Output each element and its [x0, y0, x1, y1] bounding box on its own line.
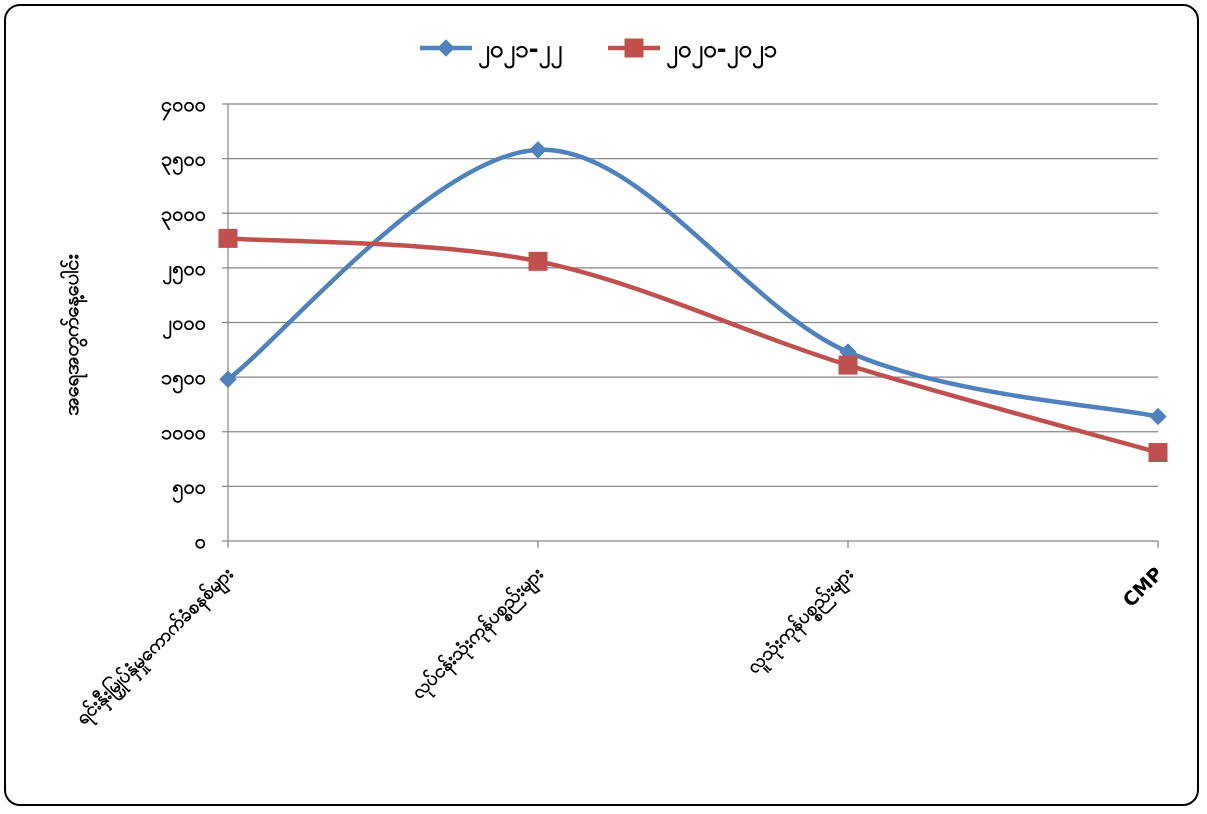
y-tick-label-7: ၃၅၀၀ — [161, 147, 206, 176]
series-layer — [218, 141, 1168, 463]
x-tick-label-0: ရင်းနှီးမြှုပ်နှံမှုကောက်ခံစနစ်များ — [69, 561, 241, 733]
legend: ၂၀၂၁-၂၂ ၂၀၂၀-၂၀၂၁ — [420, 35, 777, 69]
y-tick-label-8: ၄၀၀၀ — [161, 92, 206, 121]
chart-frame — [4, 4, 1199, 806]
series-0-point-3 — [1149, 407, 1167, 426]
y-tick-label-4: ၂၀၀၀ — [162, 311, 206, 340]
y-tick-label-5: ၂၅၀၀ — [162, 256, 206, 285]
series-1-point-2 — [838, 355, 858, 375]
series-1 — [218, 228, 1168, 463]
series-1-point-1 — [528, 251, 548, 271]
y-axis: အရေအတွက်နေ့ပေါင်း ၀ ၅၀၀ ၁၀၀၀ ၁၅၀၀ ၂၀၀၀ ၂၅၀၀ ၃၀… — [59, 92, 229, 553]
y-tick-label-3: ၁၅၀၀ — [161, 365, 206, 394]
series-0-point-1 — [529, 141, 547, 159]
series-1-point-0 — [218, 228, 238, 248]
y-tick-label-2: ၁၀၀၀ — [161, 420, 206, 444]
series-0 — [219, 141, 1167, 426]
legend-marker-1 — [624, 38, 644, 58]
y-tick-label-1: ၅၀၀ — [172, 474, 206, 503]
x-tick-label-1: လုပ်ငန်းသုံးကုန်ပစ္စည်းများ — [406, 561, 552, 707]
series-1-point-3 — [1148, 443, 1168, 463]
y-tick-label-0: ၀ — [195, 529, 206, 553]
legend-label-1: ၂၀၂၀-၂၀၂၁ — [666, 35, 777, 69]
series-line-0 — [225, 147, 1161, 419]
legend-marker-0 — [437, 39, 455, 57]
legend-entry-1: ၂၀၂၀-၂၀၂၁ — [608, 35, 777, 69]
x-tick-label-2: လူသုံးကုန်ပစ္စည်းများ — [741, 561, 861, 681]
y-axis-label: အရေအတွက်နေ့ပေါင်း — [59, 254, 88, 415]
gridlines — [228, 103, 1158, 487]
x-tick-label-3: CMP — [1119, 563, 1168, 612]
legend-label-0: ၂၀၂၁-၂၂ — [478, 35, 562, 69]
series-0-point-0 — [219, 370, 237, 389]
y-tick-label-6: ၃၀၀၀ — [161, 201, 206, 230]
series-line-1 — [225, 236, 1161, 455]
legend-entry-0: ၂၀၂၁-၂၂ — [420, 35, 562, 69]
x-axis: ရင်းနှီးမြှုပ်နှံမှုကောက်ခံစနစ်များ လုပ်င… — [69, 540, 1168, 733]
